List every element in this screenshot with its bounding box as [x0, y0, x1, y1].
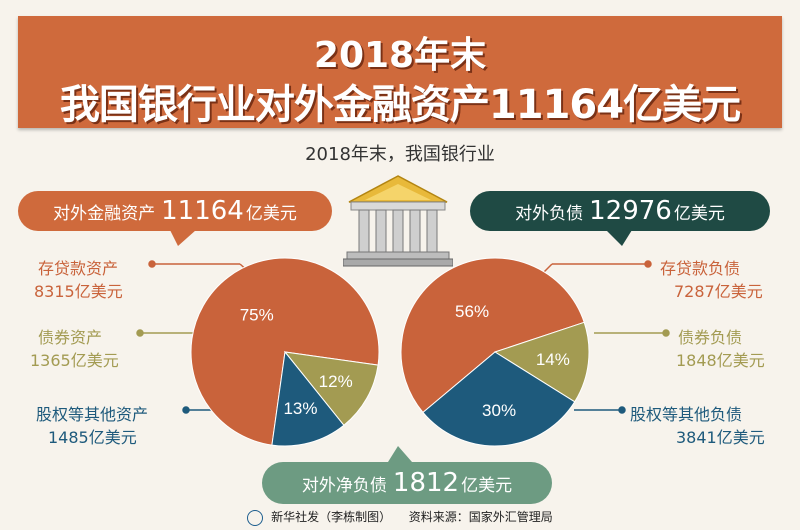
title-banner: 2018年末 我国银行业对外金融资产11164亿美元 — [18, 16, 782, 128]
right-equity-amount: 3841亿美元 — [676, 428, 765, 447]
leader-dot-left-loans — [148, 260, 156, 268]
title-line-2: 我国银行业对外金融资产11164亿美元 — [59, 82, 741, 128]
liabilities-callout-unit: 亿美元 — [673, 203, 725, 224]
right-loans-name: 存贷款负债 — [660, 259, 741, 278]
footer: 新华社发（李栋制图） 资料来源：国家外汇管理局 — [0, 508, 800, 526]
footer-source: 资料来源：国家外汇管理局 — [408, 510, 553, 524]
liabilities-pie-label-loans: 56% — [455, 302, 489, 321]
assets-pie: 75% 12%13% — [190, 257, 380, 447]
bank-icon — [343, 175, 453, 267]
assets-callout-label: 对外金融资产 — [53, 203, 156, 224]
leader-dot-left-bonds — [136, 329, 144, 337]
left-equity-name: 股权等其他资产 — [36, 405, 149, 424]
liabilities-callout-value: 12976 — [589, 196, 672, 226]
assets-callout-value: 11164 — [161, 196, 244, 226]
net-callout-unit: 亿美元 — [461, 475, 513, 496]
liabilities-pie-slice-equity — [422, 351, 576, 447]
xinhua-logo-icon — [247, 509, 264, 526]
net-callout-tail — [388, 446, 412, 462]
liabilities-pie-slice-bonds — [493, 321, 590, 403]
assets-pie-slice-bonds — [283, 351, 379, 426]
assets-callout-tail — [170, 230, 196, 246]
right-loans-amount: 7287亿美元 — [674, 282, 763, 301]
assets-callout: 对外金融资产 11164 亿美元 — [18, 191, 332, 231]
liabilities-callout-label: 对外负债 — [515, 203, 584, 224]
liabilities-callout-tail — [606, 230, 632, 246]
right-equity-name: 股权等其他负债 — [630, 405, 743, 424]
liabilities-callout: 对外负债 12976 亿美元 — [470, 191, 770, 231]
leader-dot-left-equity — [182, 406, 190, 414]
title-line-1: 2018年末 — [313, 35, 487, 76]
liabilities-pie-label-equity: 30% — [482, 401, 516, 420]
left-bonds-name: 债券资产 — [38, 328, 103, 347]
left-loans-name: 存贷款资产 — [38, 259, 119, 278]
right-bonds-amount: 1848亿美元 — [676, 351, 765, 370]
net-callout-value: 1812 — [392, 468, 460, 498]
assets-pie-label-loans: 75% — [240, 305, 274, 324]
assets-pie-label-equity: 13% — [283, 399, 317, 418]
assets-pie-slice-equity — [271, 350, 345, 447]
net-liabilities-callout: 对外净负债 1812 亿美元 — [262, 462, 552, 504]
left-equity-amount: 1485亿美元 — [48, 428, 137, 447]
subtitle: 2018年末，我国银行业 — [305, 144, 495, 165]
left-bonds-amount: 1365亿美元 — [30, 351, 119, 370]
assets-callout-unit: 亿美元 — [245, 203, 297, 224]
leader-dot-right-bonds — [662, 329, 670, 337]
liabilities-pie: 56% 14% 30% — [400, 257, 590, 447]
liabilities-pie-label-bonds: 14% — [536, 350, 570, 369]
assets-pie-label-bonds: 12% — [319, 372, 353, 391]
left-loans-amount: 8315亿美元 — [34, 282, 123, 301]
footer-publisher: 新华社发（李栋制图） — [271, 510, 392, 524]
leader-dot-right-loans — [644, 260, 652, 268]
liabilities-pie-slice-loans — [400, 257, 585, 414]
net-callout-label: 对外净负债 — [301, 475, 387, 496]
leader-dot-right-equity — [618, 406, 626, 414]
right-bonds-name: 债券负债 — [678, 328, 743, 347]
